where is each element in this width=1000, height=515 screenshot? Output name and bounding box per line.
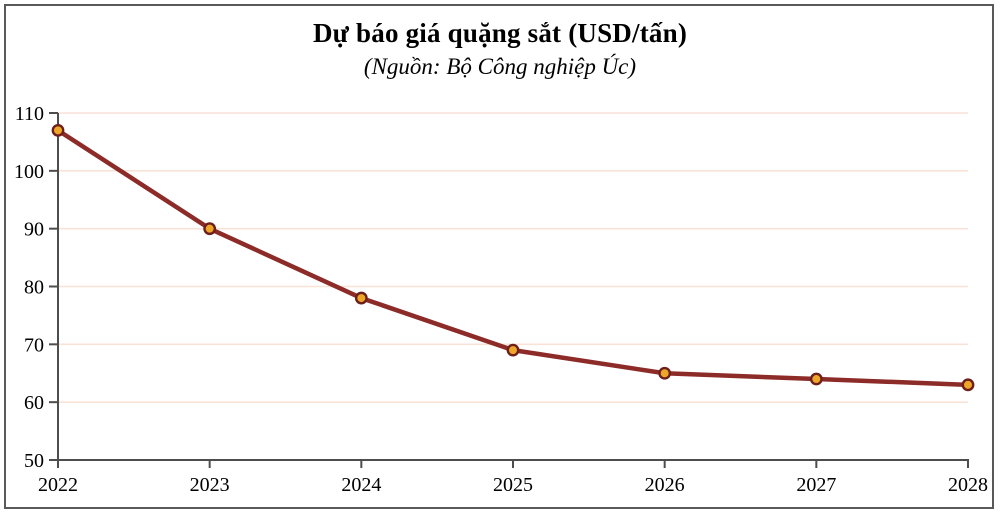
x-tick-label: 2028 bbox=[948, 474, 988, 496]
y-tick-label: 70 bbox=[24, 334, 44, 356]
x-tick-label: 2026 bbox=[645, 474, 685, 496]
data-point bbox=[203, 222, 217, 236]
data-point bbox=[961, 378, 975, 392]
data-point bbox=[354, 291, 368, 305]
x-tick-label: 2024 bbox=[341, 474, 381, 496]
y-tick-label: 90 bbox=[24, 219, 44, 241]
data-point bbox=[51, 123, 65, 137]
chart-subtitle: (Nguồn: Bộ Công nghiệp Úc) bbox=[363, 54, 637, 79]
x-tick-label: 2022 bbox=[38, 474, 78, 496]
y-tick-label: 80 bbox=[24, 277, 44, 299]
x-tick-label: 2025 bbox=[493, 474, 533, 496]
chart-outer-frame bbox=[4, 4, 994, 509]
data-point bbox=[658, 366, 672, 380]
y-tick-label: 110 bbox=[15, 103, 44, 125]
data-point bbox=[506, 343, 520, 357]
data-point bbox=[809, 372, 823, 386]
x-tick-label: 2027 bbox=[796, 474, 836, 496]
y-tick-label: 100 bbox=[14, 161, 44, 183]
y-tick-label: 50 bbox=[24, 450, 44, 472]
x-tick-label: 2023 bbox=[190, 474, 230, 496]
chart-title: Dự báo giá quặng sắt (USD/tấn) bbox=[312, 18, 688, 48]
y-tick-label: 60 bbox=[24, 392, 44, 414]
